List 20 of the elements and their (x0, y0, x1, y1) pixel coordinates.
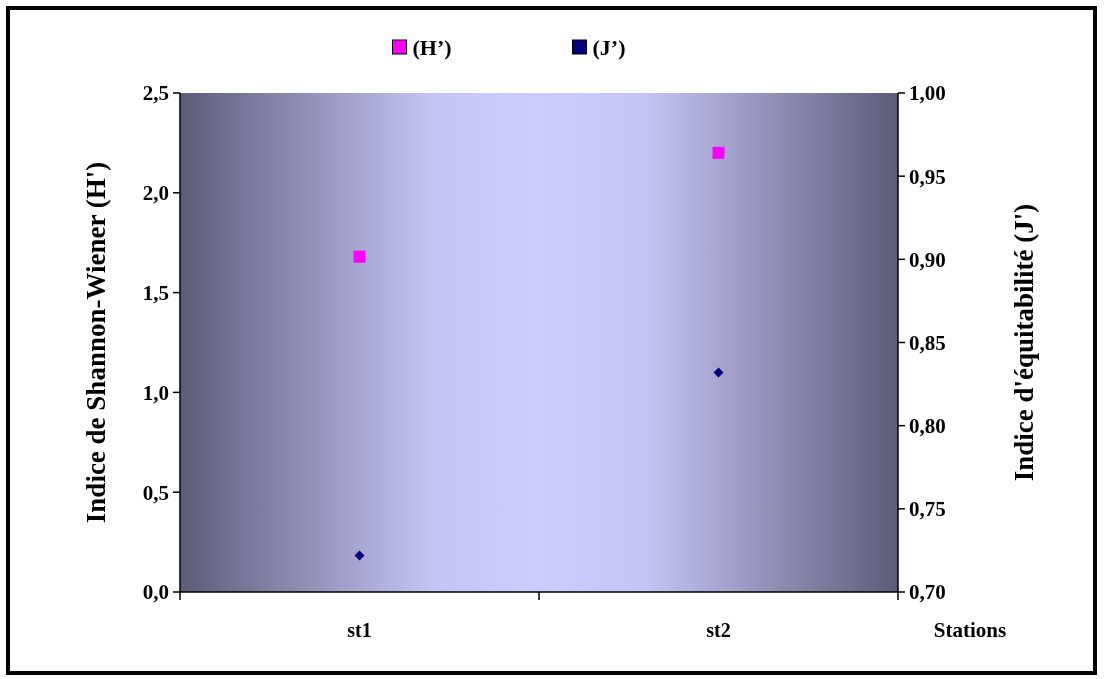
x-tick-label: st1 (347, 619, 372, 641)
x-axis-title: Stations (933, 618, 1007, 642)
y-tick-label: 1,0 (142, 380, 169, 405)
y2-axis-title: Indice d'équitabilité (J') (1009, 203, 1039, 482)
y-tick-label: 0,5 (142, 480, 169, 505)
y-tick-label: 0,0 (142, 580, 169, 605)
y2-tick-label: 1,00 (909, 81, 946, 106)
y-tick-label: 2,0 (142, 181, 169, 206)
y2-tick-label: 0,75 (909, 497, 946, 522)
y2-tick-label: 0,80 (909, 414, 946, 439)
y2-tick-label: 0,95 (909, 164, 946, 189)
y2-tick-label: 0,90 (909, 247, 946, 272)
y-tick-label: 1,5 (142, 280, 169, 305)
y-axis-title: Indice de Shannon-Wiener (H') (81, 161, 111, 524)
y2-tick-label: 0,85 (909, 330, 946, 355)
y-tick-label: 2,5 (142, 81, 169, 106)
x-tick-label: st2 (706, 619, 731, 641)
legend-label: (J’) (592, 34, 626, 60)
legend-label: (H’) (412, 34, 452, 60)
y2-tick-label: 0,70 (909, 580, 946, 605)
